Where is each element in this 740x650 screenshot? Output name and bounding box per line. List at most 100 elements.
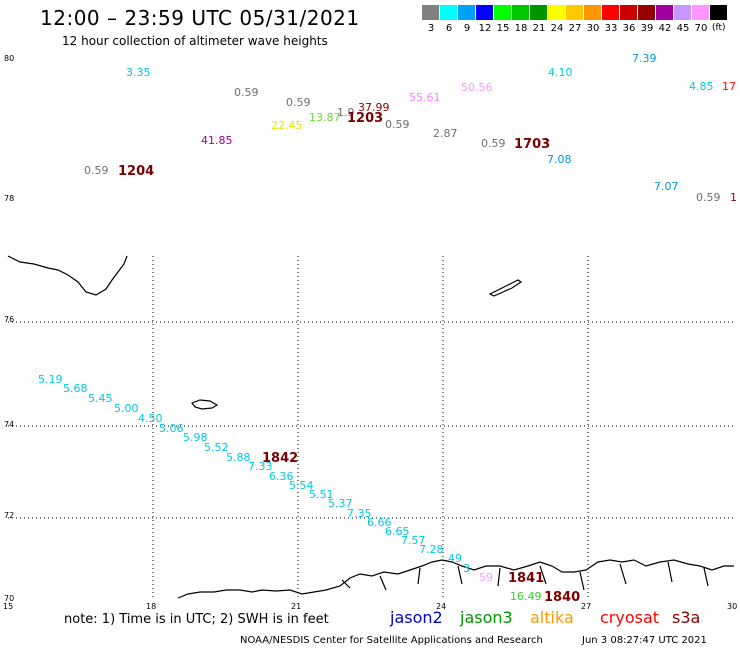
longitude-label: 24 — [436, 602, 446, 611]
wave-height-label: 5.45 — [88, 392, 113, 405]
legend-swatch — [584, 5, 601, 20]
wave-height-label: 3.35 — [126, 66, 151, 79]
longitude-label: 27 — [581, 602, 591, 611]
legend-label: 21 — [532, 23, 546, 34]
wave-height-label: 5.52 — [204, 441, 229, 454]
legend-swatch — [602, 5, 619, 20]
legend-swatch — [530, 5, 547, 20]
legend-swatch — [656, 5, 673, 20]
pass-time-label: 1841 — [508, 571, 544, 586]
wave-height-label: 5.98 — [183, 431, 208, 444]
legend-label: 70 — [694, 23, 708, 34]
wave-height-label: 7.57 — [401, 534, 426, 547]
satellite-cryosat: cryosat — [600, 608, 660, 627]
legend-swatch — [692, 5, 709, 20]
satellite-jason3: jason3 — [460, 608, 513, 627]
wave-height-label: 0.59 — [286, 96, 311, 109]
wave-height-label: 0.59 — [481, 137, 506, 150]
footnote: note: 1) Time is in UTC; 2) SWH is in fe… — [64, 612, 329, 627]
wave-height-label: 7.28 — [419, 543, 444, 556]
wave-height-label: 4.50 — [138, 412, 163, 425]
wave-height-label: 22.45 — [271, 119, 303, 132]
wave-height-label: 59 — [479, 571, 493, 584]
wave-height-label: 1 — [730, 191, 737, 204]
legend-label: 30 — [586, 23, 600, 34]
longitude-label: 18 — [146, 602, 156, 611]
legend-label: 3 — [427, 23, 435, 34]
wave-height-label: 6.65 — [385, 525, 410, 538]
wave-height-label: 0.59 — [234, 86, 259, 99]
satellite-jason2: jason2 — [390, 608, 443, 627]
legend-label: 27 — [568, 23, 582, 34]
pass-time-label: 1842 — [262, 451, 298, 466]
wave-height-label: 4.85 — [689, 80, 714, 93]
wave-height-label: 5.06 — [159, 422, 184, 435]
legend-swatch — [566, 5, 583, 20]
pass-time-label: 1840 — [544, 590, 580, 605]
latitude-label: 72 — [4, 511, 14, 520]
wave-height-label: 5.00 — [114, 402, 139, 415]
credit-line: NOAA/NESDIS Center for Satellite Applica… — [240, 635, 543, 646]
legend-label: 33 — [604, 23, 618, 34]
legend-label: 36 — [622, 23, 636, 34]
wave-height-label: 6.66 — [367, 516, 392, 529]
wave-height-label: 37.99 — [358, 101, 390, 114]
latitude-label: 78 — [4, 194, 14, 203]
generated-timestamp: Jun 3 08:27:47 UTC 2021 — [582, 635, 707, 646]
wave-height-label: 5.51 — [309, 488, 334, 501]
wave-height-labels: 3.35 0.59 0.59 1.9 37.99 55.61 50.56 4.10 7.39 4.… — [38, 52, 737, 603]
longitude-label: 15 — [3, 602, 13, 611]
legend-swatch — [674, 5, 691, 20]
wave-height-label: 7.08 — [547, 153, 572, 166]
satellite-s3a: s3a — [672, 608, 701, 627]
legend-swatch — [476, 5, 493, 20]
legend-label: 6 — [445, 23, 453, 34]
latitude-label: 80 — [4, 54, 14, 63]
wave-height-label: 0.59 — [84, 164, 109, 177]
legend-label: 12 — [478, 23, 492, 34]
coastlines — [7, 255, 734, 599]
wave-height-label: 17 — [722, 80, 736, 93]
legend-label: 45 — [676, 23, 690, 34]
pass-time-label: 1203 — [347, 111, 383, 126]
wave-height-label: 2.87 — [433, 127, 458, 140]
legend-unit: (ft) — [712, 23, 726, 33]
pass-time-label: 1703 — [514, 137, 550, 152]
wave-height-label: 7.33 — [248, 460, 273, 473]
norway-fjords — [341, 561, 709, 591]
wave-height-label: 5.68 — [63, 382, 88, 395]
map-title: 12:00 – 23:59 UTC 05/31/2021 — [40, 6, 360, 30]
legend-label: 24 — [550, 23, 564, 34]
legend-swatch — [512, 5, 529, 20]
legend-swatch — [422, 5, 439, 20]
legend-label: 39 — [640, 23, 654, 34]
wave-height-label: 5.37 — [328, 497, 353, 510]
wave-height-label: 41.85 — [201, 134, 233, 147]
satellite-altika: altika — [530, 608, 574, 627]
wave-height-label: 49 — [448, 552, 462, 565]
latitude-label: 76 — [4, 315, 14, 324]
legend-swatch — [548, 5, 565, 20]
wave-height-label: 50.56 — [461, 81, 493, 94]
wave-height-label: 5.19 — [38, 373, 63, 386]
legend-swatch — [710, 5, 727, 20]
wave-height-label: 6.36 — [269, 470, 294, 483]
graticule — [8, 256, 734, 598]
wave-height-label: 3 — [463, 562, 470, 575]
wave-height-label: 7.07 — [654, 180, 679, 193]
svalbard-coast — [7, 255, 128, 296]
legend-label: 15 — [496, 23, 510, 34]
map-subtitle: 12 hour collection of altimeter wave hei… — [62, 34, 328, 48]
kong-karls-land — [488, 279, 523, 297]
legend-label: 9 — [463, 23, 471, 34]
legend-swatch — [440, 5, 457, 20]
longitude-label: 30 — [727, 602, 737, 611]
bear-island — [191, 399, 219, 410]
wave-height-label: 55.61 — [409, 91, 441, 104]
wave-height-label: 4.10 — [548, 66, 573, 79]
wave-height-label: 5.54 — [289, 479, 314, 492]
latitude-label: 70 — [4, 594, 14, 603]
longitude-label: 21 — [291, 602, 301, 611]
